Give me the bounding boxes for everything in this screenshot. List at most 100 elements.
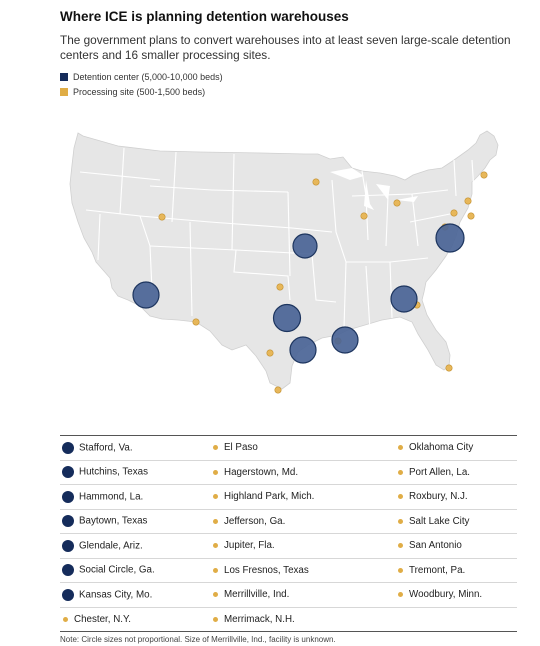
marker-stafford (435, 223, 465, 253)
processing-marker-icon (398, 592, 403, 598)
detention-marker-icon (62, 515, 74, 528)
legend-detention: Detention center (5,000-10,000 beds) (60, 72, 223, 82)
site-cell: Stafford, Va. (60, 435, 210, 461)
marker-hutchins (272, 303, 302, 333)
site-name: Kansas City, Mo. (79, 589, 153, 601)
site-cell: Chester, N.Y. (60, 607, 210, 632)
processing-marker-icon (213, 469, 218, 475)
site-name: Social Circle, Ga. (79, 564, 155, 576)
detention-marker-icon (62, 466, 74, 479)
marker-salt-lake-city (158, 213, 166, 221)
site-cell: Port Allen, La. (395, 460, 517, 485)
processing-marker-icon (213, 592, 218, 598)
legend-processing-label: Processing site (500-1,500 beds) (73, 87, 206, 97)
site-name: Highland Park, Mich. (224, 491, 315, 503)
state-borders (79, 147, 475, 331)
sites-row: Chester, N.Y. Merrimack, N.H. (60, 607, 517, 632)
detention-marker-icon (62, 588, 74, 601)
sites-row: Kansas City, Mo. Merrillville, Ind. Woodbu… (60, 582, 517, 608)
site-cell: Woodbury, Minn. (395, 582, 517, 608)
marker-los-fresnos (274, 386, 282, 394)
site-cell: Merrillville, Ind. (210, 582, 395, 608)
site-name: Jupiter, Fla. (224, 540, 275, 552)
marker-baytown (289, 336, 317, 364)
legend-processing-swatch (60, 88, 68, 96)
marker-roxbury (467, 212, 475, 220)
marker-merrimack (480, 171, 488, 179)
footnote: Note: Circle sizes not proportional. Siz… (60, 635, 336, 644)
us-map (69, 130, 499, 394)
site-cell: San Antonio (395, 533, 517, 559)
marker-highland-park (393, 199, 401, 207)
site-name: Port Allen, La. (409, 466, 470, 478)
site-cell: El Paso (210, 435, 395, 461)
site-cell: Highland Park, Mich. (210, 484, 395, 510)
site-cell: Hagerstown, Md. (210, 460, 395, 485)
sites-table: Stafford, Va. El Paso Oklahoma City Hutchin… (60, 435, 517, 632)
site-name: Tremont, Pa. (409, 564, 466, 576)
processing-marker-icon (213, 567, 218, 573)
marker-tremont (450, 209, 458, 217)
us-landmass (69, 130, 499, 390)
site-name: Woodbury, Minn. (409, 589, 483, 601)
site-cell: Los Fresnos, Texas (210, 558, 395, 583)
marker-jefferson (413, 301, 421, 309)
processing-marker-icon (213, 445, 218, 451)
site-cell: Hammond, La. (60, 484, 210, 510)
legend-detention-label: Detention center (5,000-10,000 beds) (73, 72, 223, 82)
site-name: Hagerstown, Md. (224, 466, 299, 478)
sites-row: Baytown, Texas Jefferson, Ga. Salt Lake Ci… (60, 509, 517, 534)
processing-marker-icon (213, 543, 218, 549)
marker-chester (464, 197, 472, 205)
detention-marker-icon (62, 490, 74, 503)
site-name: Merrimack, N.H. (224, 613, 295, 625)
site-cell: Tremont, Pa. (395, 558, 517, 583)
site-cell: Jefferson, Ga. (210, 509, 395, 534)
processing-marker-icon (398, 445, 403, 451)
marker-glendale (132, 281, 160, 309)
chart-title: Where ICE is planning detention warehous… (60, 9, 349, 24)
processing-marker-icon (398, 494, 403, 500)
sites-row: Social Circle, Ga. Los Fresnos, Texas Trem… (60, 558, 517, 583)
site-cell: Kansas City, Mo. (60, 582, 210, 608)
site-name: Oklahoma City (409, 442, 474, 454)
site-cell: Roxbury, N.J. (395, 484, 517, 510)
marker-oklahoma-city (276, 283, 284, 291)
marker-jupiter (445, 364, 453, 372)
site-cell: Hutchins, Texas (60, 460, 210, 485)
marker-social-circle (390, 285, 418, 313)
site-name: Glendale, Ariz. (79, 540, 143, 552)
site-name: Los Fresnos, Texas (224, 564, 309, 576)
great-lakes (330, 168, 418, 210)
site-name: El Paso (224, 442, 258, 454)
detention-marker-icon (62, 441, 74, 454)
legend-processing: Processing site (500-1,500 beds) (60, 87, 205, 97)
sites-row: Hammond, La. Highland Park, Mich. Roxbury,… (60, 484, 517, 510)
site-cell: Oklahoma City (395, 435, 517, 461)
detention-marker-icon (62, 564, 74, 577)
processing-marker-icon (398, 469, 403, 475)
site-name: Merrillville, Ind. (224, 589, 290, 601)
detention-marker-icon (62, 539, 74, 552)
site-name: Jefferson, Ga. (224, 515, 286, 527)
marker-port-allen (334, 337, 342, 345)
processing-marker-icon (63, 616, 68, 622)
processing-marker-icon (213, 494, 218, 500)
legend-detention-swatch (60, 73, 68, 81)
sites-row: Stafford, Va. El Paso Oklahoma City (60, 435, 517, 461)
marker-hammond (331, 326, 359, 354)
us-map-svg (69, 130, 499, 394)
processing-marker-icon (213, 616, 218, 622)
site-name: Stafford, Va. (79, 442, 133, 454)
marker-kansas-city (292, 233, 318, 259)
marker-merrillville (360, 212, 368, 220)
site-cell: Baytown, Texas (60, 509, 210, 534)
marker-el-paso (192, 318, 200, 326)
processing-marker-icon (398, 567, 403, 573)
site-name: Chester, N.Y. (74, 613, 131, 625)
site-cell: Social Circle, Ga. (60, 558, 210, 583)
marker-hagerstown (441, 223, 449, 231)
site-name: Baytown, Texas (79, 515, 148, 527)
chart-subtitle: The government plans to convert warehous… (60, 33, 511, 62)
site-name: Hammond, La. (79, 491, 144, 503)
